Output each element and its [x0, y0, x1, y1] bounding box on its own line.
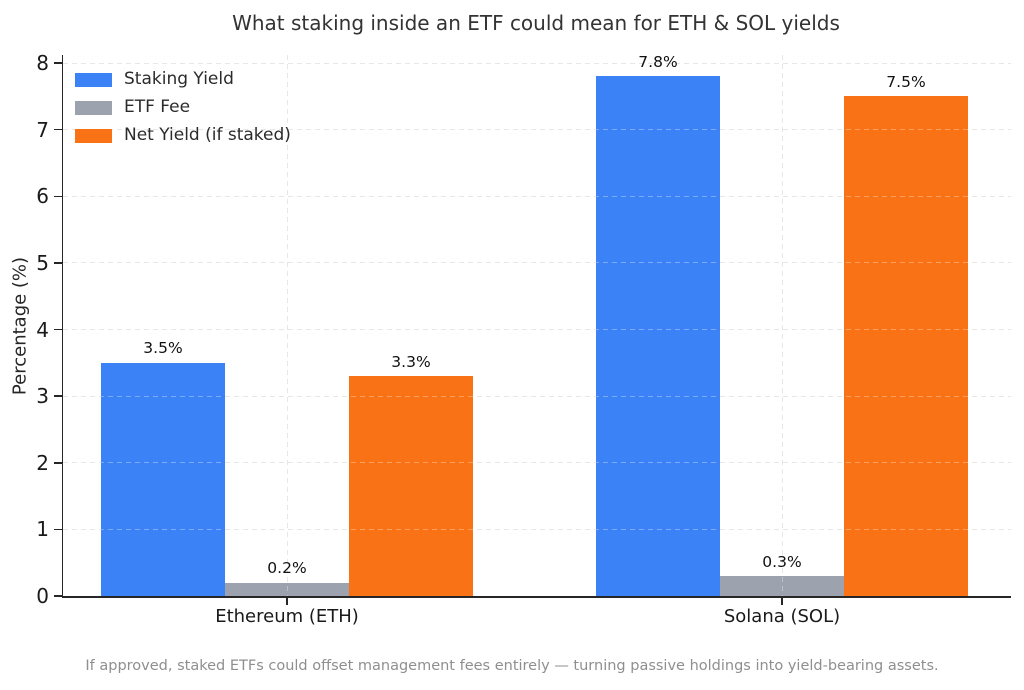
- gridline-horizontal: [63, 129, 1011, 131]
- gridline-vertical-overlay: [286, 55, 288, 596]
- bar-etf-fee: [225, 582, 349, 596]
- gridline-horizontal-overlay: [63, 62, 1011, 64]
- y-tick: [53, 328, 62, 331]
- y-tick: [53, 62, 62, 64]
- gridline-horizontal: [63, 62, 1011, 64]
- plot-area: 3.5% 7.8% 0.2% 0.3% 3.3% 7.5% Staking Yield ET…: [36, 53, 1011, 627]
- gridline-horizontal: [63, 528, 1011, 530]
- y-tick: [53, 595, 62, 597]
- legend-item: ETF Fee: [75, 99, 291, 116]
- bar-value-label: 0.2%: [267, 559, 307, 578]
- bar-net-yield-if-staked: [349, 376, 473, 596]
- y-tick: [53, 462, 62, 464]
- bar-etf-fee: [720, 576, 844, 596]
- bar-net-yield-if-staked: [844, 96, 968, 596]
- y-tick-label: 4: [36, 317, 49, 342]
- chart-title: What staking inside an ETF could mean fo…: [232, 11, 840, 35]
- gridline-vertical-overlay: [781, 55, 783, 596]
- gridline-horizontal-overlay: [63, 262, 1011, 264]
- legend-swatch: [75, 72, 112, 87]
- gridline-horizontal: [63, 462, 1011, 464]
- gridline-horizontal-overlay: [63, 528, 1011, 530]
- legend-swatch: [75, 128, 112, 143]
- x-tick: [286, 598, 288, 605]
- gridline-horizontal-overlay: [63, 329, 1011, 330]
- gridline-horizontal: [63, 262, 1011, 264]
- legend-item: Staking Yield: [75, 71, 291, 88]
- y-tick-label: 5: [36, 250, 49, 275]
- y-tick: [53, 195, 62, 197]
- y-tick-label: 7: [36, 117, 49, 142]
- legend-item: Net Yield (if staked): [75, 127, 291, 144]
- gridline-horizontal: [63, 329, 1011, 330]
- y-tick-label: 1: [36, 517, 49, 542]
- plot-scale: 3.5% 7.8% 0.2% 0.3% 3.3% 7.5%: [63, 54, 1011, 596]
- y-tick-label: 6: [36, 184, 49, 209]
- gridline-vertical: [286, 55, 288, 596]
- legend-label: Staking Yield: [124, 69, 234, 89]
- y-tick-label: 2: [36, 450, 49, 475]
- legend: Staking Yield ETF Fee Net Yield (if staked…: [75, 71, 291, 155]
- bar-value-label: 3.5%: [143, 339, 183, 358]
- gridline-horizontal-overlay: [63, 129, 1011, 131]
- y-tick-label: 8: [36, 51, 49, 75]
- bar-value-label: 7.8%: [638, 52, 678, 71]
- legend-label: ETF Fee: [124, 97, 191, 117]
- gridline-horizontal: [63, 195, 1011, 197]
- gridline-horizontal-overlay: [63, 395, 1011, 397]
- legend-label: Net Yield (if staked): [124, 125, 291, 145]
- gridline-horizontal: [63, 395, 1011, 397]
- x-tick-label: Solana (SOL): [723, 606, 841, 627]
- y-tick-label: 3: [36, 384, 49, 409]
- y-tick: [53, 395, 62, 397]
- bar-staking-yield: [101, 362, 225, 596]
- x-tick-label: Ethereum (ETH): [215, 606, 359, 627]
- x-tick: [781, 598, 783, 605]
- gridline-horizontal-overlay: [63, 462, 1011, 464]
- gridline-horizontal-overlay: [63, 195, 1011, 197]
- bar-value-label: 7.5%: [886, 72, 926, 91]
- bar-value-label: 0.3%: [762, 552, 802, 571]
- y-tick: [53, 262, 62, 264]
- gridline-vertical: [781, 55, 783, 596]
- y-tick: [53, 528, 62, 531]
- bar-staking-yield: [596, 76, 720, 596]
- legend-swatch: [75, 100, 112, 115]
- y-tick-label: 0: [36, 584, 49, 608]
- y-tick: [53, 128, 62, 131]
- bar-value-label: 3.3%: [391, 352, 431, 371]
- chart-footer: If approved, staked ETFs could offset ma…: [85, 658, 939, 674]
